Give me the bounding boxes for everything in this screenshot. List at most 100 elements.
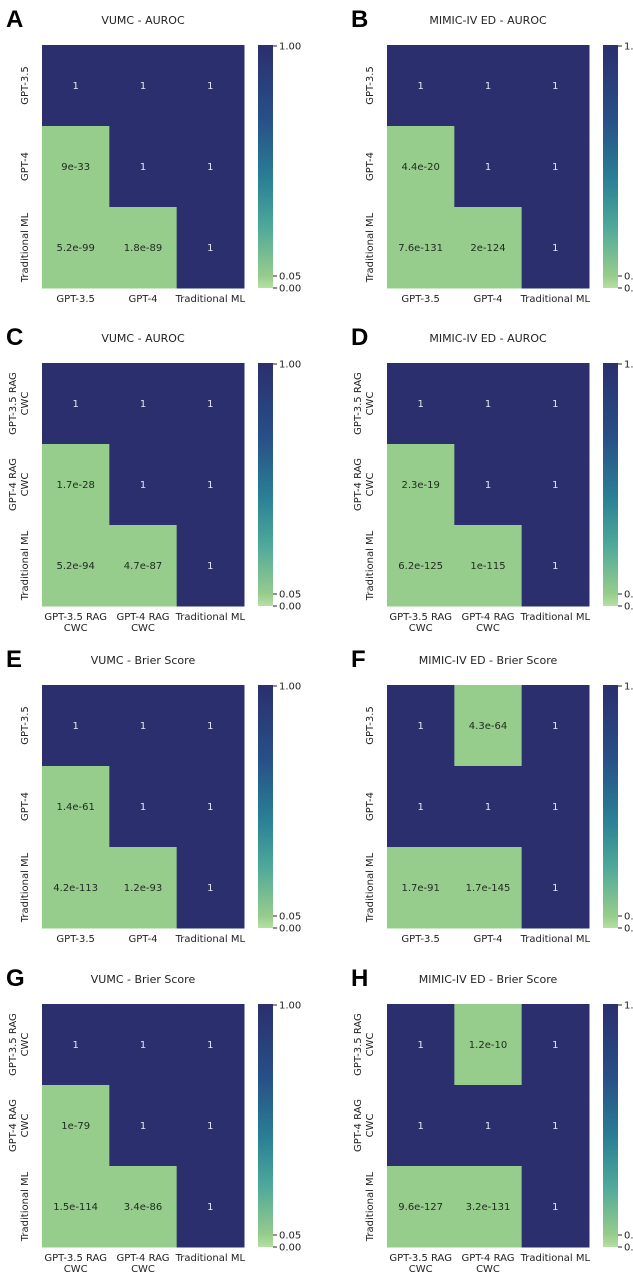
colorbar bbox=[258, 363, 273, 606]
heatmap-cell bbox=[42, 207, 110, 289]
cell-label: 2e-124 bbox=[470, 243, 505, 254]
y-tick-label: GPT-4 bbox=[365, 792, 376, 821]
chart-title: MIMIC-IV ED - Brier Score bbox=[419, 654, 558, 667]
x-tick-label: GPT-3.5 RAG bbox=[389, 612, 452, 623]
y-tick-label: GPT-3.5 RAG bbox=[8, 1013, 19, 1076]
cell-label: 1 bbox=[140, 162, 146, 173]
x-tick-label: GPT-3.5 RAG bbox=[44, 612, 107, 623]
heatmap-cell bbox=[387, 207, 455, 289]
y-tick-label: CWC bbox=[365, 1033, 376, 1057]
heatmap-cell bbox=[109, 363, 178, 445]
cell-label: 1 bbox=[552, 561, 558, 572]
y-tick-label: GPT-3.5 RAG bbox=[353, 1013, 364, 1076]
cell-label: 1 bbox=[140, 802, 146, 813]
y-tick-label: Traditional ML bbox=[20, 852, 31, 923]
colorbar-tick-label: 0.00 bbox=[624, 602, 633, 613]
chart-title: VUMC - Brier Score bbox=[91, 654, 196, 667]
x-tick-label: CWC bbox=[476, 623, 500, 634]
panel-d: D MIMIC-IV ED - AUROC 1 1 1 2.3e-19 1 1 6.2e-125… bbox=[351, 324, 633, 634]
cell-label: 1 bbox=[552, 480, 558, 491]
y-tick-label: GPT-3.5 bbox=[20, 706, 31, 744]
cell-label: 1 bbox=[207, 1040, 213, 1051]
y-tick-label: GPT-3.5 RAG bbox=[8, 372, 19, 435]
x-tick-label: Traditional ML bbox=[175, 1253, 246, 1264]
heatmap-cell bbox=[454, 1085, 523, 1167]
heatmap-cell bbox=[454, 126, 523, 208]
heatmap-cell bbox=[176, 847, 245, 929]
colorbar-tick-label: 0.05 bbox=[624, 590, 633, 601]
y-tick-label: CWC bbox=[365, 1114, 376, 1138]
y-tick-label: GPT-4 bbox=[20, 152, 31, 181]
x-tick-label: GPT-3.5 bbox=[56, 934, 94, 945]
y-tick-label: GPT-4 RAG bbox=[8, 458, 19, 511]
heatmap-cell bbox=[387, 847, 455, 929]
panel-letter: F bbox=[351, 646, 366, 673]
heatmap-cell bbox=[454, 525, 523, 607]
heatmap-cell bbox=[42, 126, 110, 208]
cell-label: 1 bbox=[552, 243, 558, 254]
cell-label: 1 bbox=[485, 399, 491, 410]
heatmap-cell bbox=[387, 525, 455, 607]
cell-label: 1 bbox=[485, 1121, 491, 1132]
cell-label: 1.2e-10 bbox=[469, 1040, 507, 1051]
heatmap-cell bbox=[387, 45, 455, 127]
cell-label: 1.5e-114 bbox=[53, 1202, 98, 1213]
x-tick-label: GPT-4 bbox=[474, 934, 503, 945]
cell-label: 1 bbox=[552, 1040, 558, 1051]
x-tick-label: CWC bbox=[64, 623, 88, 634]
cell-label: 1 bbox=[207, 81, 213, 92]
heatmap-cell bbox=[42, 766, 110, 848]
heatmap-cell bbox=[521, 1166, 590, 1248]
panel-letter: B bbox=[351, 6, 368, 33]
heatmap-cell bbox=[176, 525, 245, 607]
y-tick-label: GPT-4 bbox=[365, 152, 376, 181]
heatmap-cell bbox=[176, 766, 245, 848]
heatmap-cell bbox=[521, 45, 590, 127]
heatmap-cell bbox=[42, 1085, 110, 1167]
heatmap-cell bbox=[176, 1166, 245, 1248]
cell-label: 1.7e-145 bbox=[466, 883, 511, 894]
cell-label: 9e-33 bbox=[61, 162, 90, 173]
heatmap-cell bbox=[42, 525, 110, 607]
heatmap-cell bbox=[42, 685, 110, 767]
colorbar-tick-label: 1.00 bbox=[624, 682, 633, 693]
cell-label: 1 bbox=[485, 81, 491, 92]
x-tick-label: GPT-3.5 bbox=[56, 294, 94, 305]
x-tick-label: CWC bbox=[409, 1264, 433, 1275]
cell-label: 6.2e-125 bbox=[398, 561, 443, 572]
x-tick-label: CWC bbox=[409, 623, 433, 634]
cell-label: 1 bbox=[72, 399, 78, 410]
cell-label: 1 bbox=[207, 399, 213, 410]
y-tick-label: GPT-4 RAG bbox=[353, 1099, 364, 1152]
y-tick-label: Traditional ML bbox=[365, 212, 376, 283]
panel-e: E VUMC - Brier Score 1 1 1 1.4e-61 1 1 4.2e-113 1… bbox=[6, 646, 301, 945]
heatmap-cell bbox=[176, 363, 245, 445]
heatmap-cell bbox=[176, 45, 245, 127]
cell-label: 1 bbox=[552, 399, 558, 410]
heatmap-cell bbox=[387, 1085, 455, 1167]
cell-label: 1 bbox=[207, 243, 213, 254]
cell-label: 1 bbox=[140, 480, 146, 491]
heatmap-cell bbox=[521, 685, 590, 767]
heatmap-cell bbox=[42, 363, 110, 445]
heatmap-cell bbox=[42, 1166, 110, 1248]
cell-label: 1 bbox=[417, 399, 423, 410]
heatmap-cell bbox=[454, 207, 523, 289]
heatmap-cell bbox=[109, 847, 178, 929]
heatmap-cell bbox=[521, 363, 590, 445]
colorbar-tick-label: 0.00 bbox=[279, 924, 301, 935]
cell-label: 1 bbox=[207, 883, 213, 894]
cell-label: 1.7e-91 bbox=[401, 883, 439, 894]
cell-label: 1.8e-89 bbox=[124, 243, 162, 254]
heatmap-cell bbox=[176, 126, 245, 208]
heatmap-cell bbox=[109, 685, 178, 767]
colorbar-tick-label: 0.00 bbox=[279, 1243, 301, 1254]
heatmap-cell bbox=[109, 207, 178, 289]
heatmap-cell bbox=[176, 207, 245, 289]
cell-label: 3.4e-86 bbox=[124, 1202, 162, 1213]
panel-letter: D bbox=[351, 324, 368, 351]
y-tick-label: GPT-3.5 RAG bbox=[353, 372, 364, 435]
x-tick-label: Traditional ML bbox=[520, 612, 591, 623]
x-tick-label: Traditional ML bbox=[175, 294, 246, 305]
cell-label: 1 bbox=[552, 883, 558, 894]
